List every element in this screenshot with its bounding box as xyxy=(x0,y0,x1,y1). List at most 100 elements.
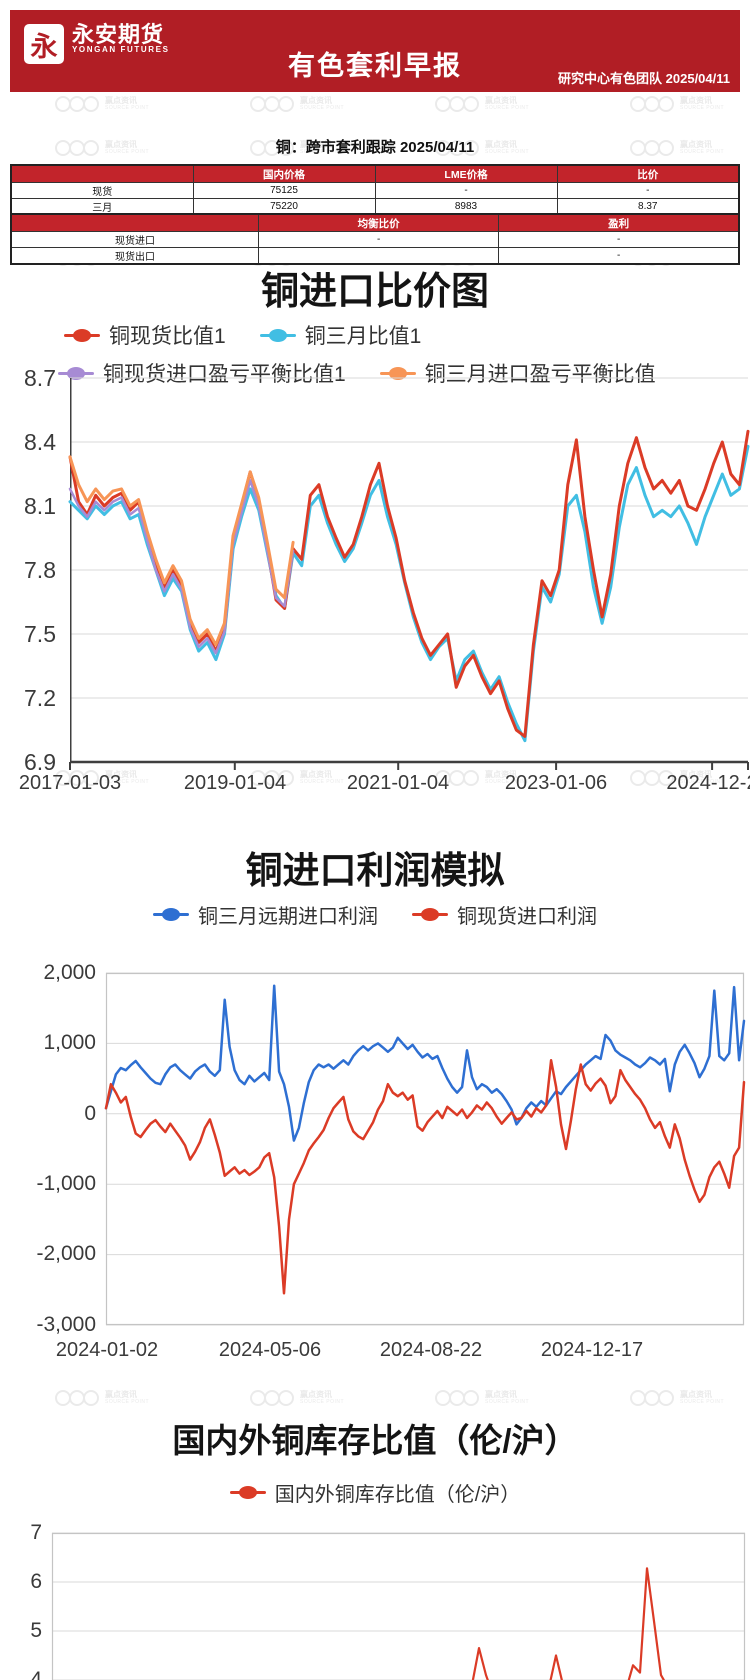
chart1-legend-row1: 铜现货比值1 铜三月比值1 xyxy=(64,320,421,350)
chart-title-inventory-ratio: 国内外铜库存比值（伦/沪） xyxy=(172,1422,578,1459)
plot-import-profit xyxy=(104,972,746,1326)
legend-item: 铜现货进口利润 xyxy=(412,900,597,929)
y-tick-label: 5 xyxy=(30,1619,42,1642)
plot-svg xyxy=(104,972,746,1326)
series-line xyxy=(104,984,746,1142)
brand-name-en: YONGAN FUTURES xyxy=(72,45,170,55)
table-cell: 现货出口 xyxy=(10,247,260,265)
table-header-cell: 盈利 xyxy=(498,213,740,232)
report-banner: 永 永安期货 YONGAN FUTURES 有色套利早报 研究中心有色团队 20… xyxy=(10,10,740,92)
y-tick-label: -2,000 xyxy=(36,1242,96,1265)
legend-item: 铜三月比值1 xyxy=(259,320,422,350)
legend-item: 铜现货进口盈亏平衡比值1 xyxy=(58,358,346,388)
chart3-legend: 国内外铜库存比值（伦/沪） xyxy=(0,1478,750,1507)
table-cell: 三月 xyxy=(10,198,194,216)
table-header-cell: 国内价格 xyxy=(192,164,376,183)
brand-block: 永安期货 YONGAN FUTURES xyxy=(72,23,170,54)
table-cell: 现货进口 xyxy=(10,231,260,248)
table-header-cell: 均衡比价 xyxy=(258,213,500,232)
table-cell: 75220 xyxy=(192,198,376,216)
team-and-date: 研究中心有色团队 2025/04/11 xyxy=(558,71,730,86)
legend-marker-icon xyxy=(153,908,189,921)
x-tick-label: 2023-01-06 xyxy=(504,772,608,794)
legend-label: 铜三月远期进口利润 xyxy=(198,906,378,928)
plot-inventory-ratio xyxy=(51,1532,746,1680)
legend-label: 国内外铜库存比值（伦/沪） xyxy=(274,1484,521,1506)
y-tick-label: 0 xyxy=(84,1102,96,1125)
chart1-legend-row2: 铜现货进口盈亏平衡比值1 铜三月进口盈亏平衡比值 xyxy=(58,358,656,388)
y-tick-label: 4 xyxy=(30,1668,42,1680)
table-cell: - xyxy=(498,231,740,248)
report-title: 有色套利早报 xyxy=(288,51,462,81)
table-header-cell xyxy=(10,213,260,232)
table-cell: 75125 xyxy=(192,182,376,199)
x-tick-label: 2024-01-02 xyxy=(55,1339,159,1361)
table-header-row: 国内价格 LME价格 比价 xyxy=(10,164,740,183)
x-tick-label: 2024-05-06 xyxy=(218,1339,322,1361)
equilibrium-profit-table: 均衡比价 盈利 现货进口 - - 现货出口 - xyxy=(10,213,740,265)
table-cell: 现货 xyxy=(10,182,194,199)
legend-item: 国内外铜库存比值（伦/沪） xyxy=(229,1478,521,1507)
legend-label: 铜三月进口盈亏平衡比值 xyxy=(424,363,656,386)
y-tick-label: 1,000 xyxy=(43,1031,96,1054)
x-tick-label: 2024-12-2 xyxy=(666,772,750,794)
y-tick-label: 7.8 xyxy=(24,557,56,583)
legend-label: 铜现货进口利润 xyxy=(457,906,597,928)
legend-marker-icon xyxy=(58,366,94,380)
plot-import-ratio xyxy=(68,377,750,770)
legend-marker-icon xyxy=(259,328,296,342)
plot-svg xyxy=(51,1532,746,1680)
plot-svg xyxy=(68,377,750,770)
cross-market-price-table: 国内价格 LME价格 比价 现货 75125 - - 三月 75220 8983… xyxy=(10,164,740,216)
legend-item: 铜现货比值1 xyxy=(64,320,226,350)
legend-marker-icon xyxy=(379,366,416,380)
legend-item: 铜三月进口盈亏平衡比值 xyxy=(379,358,656,388)
table-cell xyxy=(258,247,500,265)
y-tick-label: 7 xyxy=(30,1521,42,1544)
chart-title-import-ratio: 铜进口比价图 xyxy=(260,271,489,313)
table-cell: - xyxy=(556,182,740,199)
x-tick-label: 2024-12-17 xyxy=(540,1339,644,1361)
y-tick-label: 2,000 xyxy=(43,961,96,984)
table-row: 三月 75220 8983 8.37 xyxy=(10,198,740,216)
y-tick-label: 8.4 xyxy=(24,429,56,455)
legend-item: 铜三月远期进口利润 xyxy=(153,900,378,929)
x-tick-label: 2024-08-22 xyxy=(379,1339,483,1361)
legend-label: 铜现货进口盈亏平衡比值1 xyxy=(103,363,346,386)
series-line xyxy=(68,479,295,655)
series-line xyxy=(104,1059,746,1295)
legend-marker-icon xyxy=(412,908,448,921)
table-header-cell: 比价 xyxy=(556,164,740,183)
yongan-logo-icon: 永 xyxy=(24,24,64,64)
x-tick-label: 2021-01-04 xyxy=(346,772,450,794)
series-line xyxy=(471,1567,666,1680)
legend-label: 铜三月比值1 xyxy=(304,325,422,348)
table-cell: - xyxy=(258,231,500,248)
legend-marker-icon xyxy=(229,1486,266,1499)
legend-label: 铜现货比值1 xyxy=(109,325,226,348)
table-section-title: 铜：跨市套利跟踪 2025/04/11 xyxy=(275,139,475,156)
y-tick-label: 7.2 xyxy=(24,685,56,711)
table-row: 现货进口 - - xyxy=(10,231,740,248)
table-header-cell: LME价格 xyxy=(374,164,558,183)
table-row: 现货 75125 - - xyxy=(10,182,740,199)
x-tick-label: 2017-01-03 xyxy=(18,772,122,794)
y-tick-label: 6.9 xyxy=(24,749,56,775)
chart-title-import-profit: 铜进口利润模拟 xyxy=(245,850,505,891)
table-cell: - xyxy=(498,247,740,265)
legend-marker-icon xyxy=(64,328,100,342)
x-tick-label: 2019-01-04 xyxy=(183,772,287,794)
table-cell: 8983 xyxy=(374,198,558,216)
brand-name-cn: 永安期货 xyxy=(72,22,165,47)
table-cell: - xyxy=(374,182,558,199)
table-header-row: 均衡比价 盈利 xyxy=(10,213,740,232)
